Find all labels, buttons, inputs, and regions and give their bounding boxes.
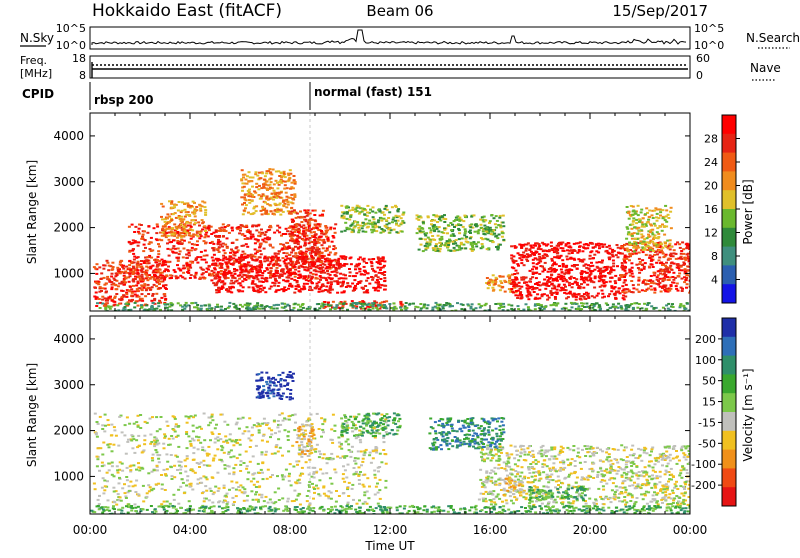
velocity-ylabel: Slant Range [km] [25, 363, 39, 467]
nave-tick-top: 60 [696, 52, 710, 65]
power-ytick-4000: 4000 [53, 129, 84, 143]
freq-tick-bottom: 8 [79, 69, 86, 82]
velocity-colorbar-tick: 15 [702, 396, 716, 409]
power-colorbar-swatch [722, 228, 736, 247]
time-axis-label: Time UT [364, 539, 415, 553]
power-ytick-1000: 1000 [53, 266, 84, 280]
velocity-ytick-2000: 2000 [53, 424, 84, 438]
velocity-colorbar-swatch [722, 374, 736, 393]
nave-tick-bottom: 0 [696, 69, 703, 82]
power-colorbar-tick: 12 [704, 227, 718, 240]
velocity-colorbar-swatch [722, 431, 736, 450]
power-colorbar-tick: 28 [704, 133, 718, 146]
freq-label-top: Freq. [20, 54, 47, 67]
time-tick-label: 04:00 [173, 523, 208, 537]
velocity-colorbar-tick: -200 [691, 479, 716, 492]
power-colorbar-swatch [722, 209, 736, 228]
nsearch-tick-bottom: 10^0 [694, 39, 724, 52]
power-colorbar-swatch [722, 190, 736, 209]
nsky-tick-bottom: 10^0 [56, 39, 86, 52]
power-colorbar-tick: 24 [704, 156, 718, 169]
power-colorbar-swatch [722, 171, 736, 190]
power-colorbar-tick: 8 [711, 250, 718, 263]
velocity-colorbar-tick: -50 [698, 437, 716, 450]
time-tick-label: 12:00 [373, 523, 408, 537]
velocity-colorbar-swatch [722, 468, 736, 487]
time-tick-label: 16:00 [473, 523, 508, 537]
velocity-colorbar-swatch [722, 393, 736, 412]
velocity-colorbar-swatch [722, 318, 736, 337]
nsky-label: N.Sky [20, 31, 54, 45]
nsky-trace [92, 30, 686, 45]
cpid-segment-normal: normal (fast) 151 [314, 85, 432, 99]
nsky-tick-top: 10^5 [56, 22, 86, 35]
nsky-panel [90, 27, 690, 49]
velocity-colorbar-swatch [722, 337, 736, 356]
power-colorbar-swatch [722, 247, 736, 266]
station-title: Hokkaido East (fitACF) [92, 1, 282, 21]
nsearch-tick-top: 10^5 [694, 22, 724, 35]
power-ylabel: Slant Range [km] [25, 160, 39, 264]
power-colorbar-label: Power [dB] [741, 179, 755, 244]
time-tick-label: 00:00 [73, 523, 108, 537]
time-tick-label: 20:00 [573, 523, 608, 537]
beam-title: Beam 06 [366, 2, 433, 20]
power-colorbar-swatch [722, 153, 736, 172]
power-colorbar-swatch [722, 115, 736, 134]
velocity-colorbar-label: Velocity [m s⁻¹] [741, 368, 755, 461]
date-title: 15/Sep/2017 [612, 2, 708, 20]
power-ytick-3000: 3000 [53, 175, 84, 189]
velocity-colorbar-swatch [722, 412, 736, 431]
time-tick-label: 08:00 [273, 523, 308, 537]
cpid-label: CPID [22, 87, 54, 101]
nsearch-label: N.Search [746, 31, 800, 45]
velocity-colorbar-swatch [722, 356, 736, 375]
cpid-segment-rbsp: rbsp 200 [94, 93, 153, 107]
power-colorbar-tick: 20 [704, 180, 718, 193]
velocity-colorbar-swatch [722, 487, 736, 506]
velocity-ytick-3000: 3000 [53, 378, 84, 392]
freq-panel [90, 56, 690, 78]
nave-label: Nave [750, 61, 781, 75]
power-colorbar: 4 8 12 16 20 24 28 Power [dB] [704, 115, 755, 304]
velocity-colorbar: 200 100 50 15 -15 -50 -100 -200 Velocity [m s⁻¹] [691, 318, 755, 507]
time-tick-label: 00:00 [673, 523, 708, 537]
power-colorbar-tick: 4 [711, 274, 718, 287]
velocity-colorbar-swatch [722, 450, 736, 469]
velocity-colorbar-tick: -15 [698, 416, 716, 429]
velocity-panel: 1000 2000 3000 4000 Slant Range [km] 200 100 50… [25, 316, 755, 516]
freq-tick-top: 18 [72, 52, 86, 65]
power-colorbar-tick: 16 [704, 203, 718, 216]
velocity-ytick-1000: 1000 [53, 469, 84, 483]
velocity-ytick-4000: 4000 [53, 332, 84, 346]
power-colorbar-swatch [722, 284, 736, 303]
freq-label-bottom: [MHz] [20, 67, 52, 80]
power-ytick-2000: 2000 [53, 221, 84, 235]
velocity-colorbar-tick: -100 [691, 458, 716, 471]
velocity-colorbar-tick: 100 [695, 354, 716, 367]
time-axis: 00:00 04:00 08:00 12:00 16:00 20:00 00:00 Time … [73, 523, 708, 553]
velocity-colorbar-tick: 50 [702, 375, 716, 388]
power-colorbar-swatch [722, 265, 736, 284]
power-colorbar-swatch [722, 134, 736, 153]
power-panel: 1000 2000 3000 4000 Slant Range [km] 4 8 12 16 20… [25, 113, 755, 313]
velocity-colorbar-tick: 200 [695, 333, 716, 346]
